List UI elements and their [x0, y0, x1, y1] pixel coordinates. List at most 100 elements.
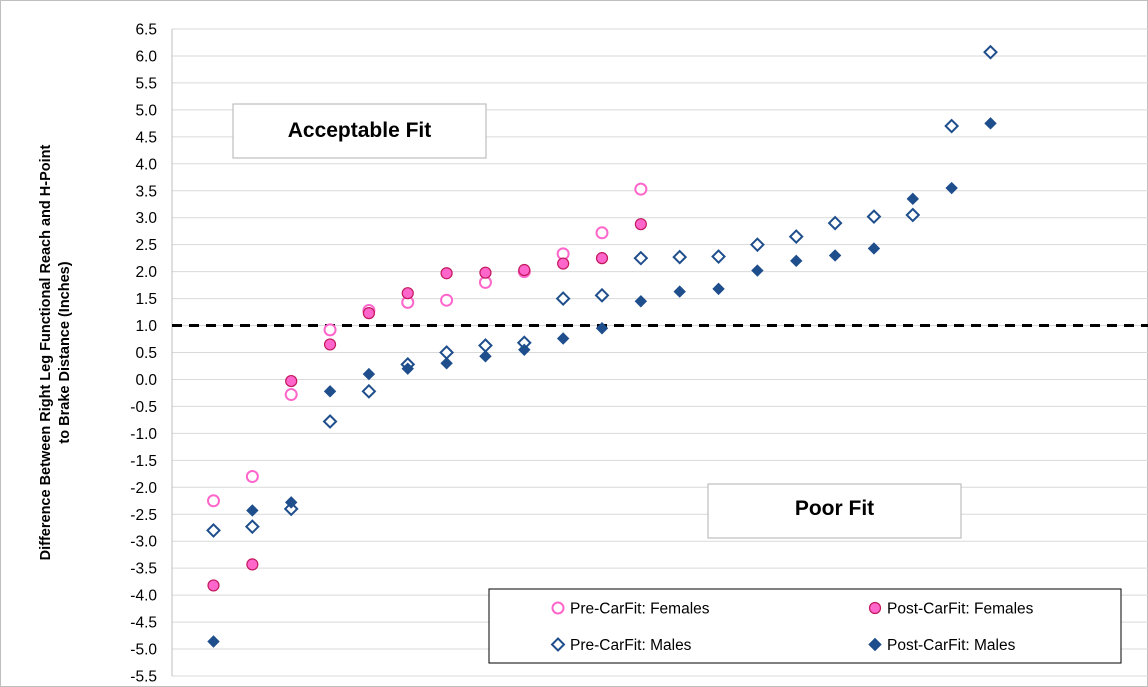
data-point-post-males — [673, 285, 686, 298]
data-point-pre-females — [634, 182, 648, 196]
y-tick-label: -2.0 — [130, 480, 157, 497]
data-point-pre-males — [555, 291, 571, 306]
data-point-pre-males — [361, 383, 377, 399]
data-point-post-males — [440, 357, 453, 370]
data-point-post-males — [867, 242, 881, 255]
y-tick-label: -2.5 — [130, 507, 157, 524]
data-point-post-females — [362, 307, 375, 320]
legend-item-pre-males: Pre-CarFit: Males — [550, 637, 692, 654]
data-point-post-males — [790, 254, 803, 268]
y-tick-label: 6.5 — [135, 22, 157, 39]
data-point-pre-males — [866, 209, 882, 225]
y-tick-label: 2.5 — [135, 237, 157, 254]
data-point-pre-males — [749, 237, 765, 253]
data-point-pre-males — [206, 523, 221, 538]
y-tick-label: -3.0 — [130, 534, 157, 551]
data-point-post-males — [284, 496, 298, 509]
y-tick-label: 0.5 — [135, 345, 157, 362]
data-point-post-males — [207, 635, 220, 648]
y-tick-label: -5.5 — [130, 669, 157, 686]
y-tick-label: 3.5 — [135, 183, 157, 200]
acceptable-fit-box: Acceptable Fit — [232, 103, 487, 159]
data-point-pre-males — [788, 229, 804, 244]
data-point-post-males — [984, 117, 997, 130]
data-point-post-females — [285, 374, 298, 388]
series-filled-diamond — [207, 117, 997, 648]
data-points — [206, 44, 998, 648]
y-tick-label: -1.0 — [130, 426, 157, 443]
y-tick-label: -3.5 — [130, 561, 157, 578]
data-point-pre-males — [983, 44, 998, 60]
data-point-post-males — [518, 343, 531, 357]
legend: Pre-CarFit: Females Post-CarFit: Females… — [488, 588, 1122, 664]
legend-item-post-males: Post-CarFit: Males — [868, 637, 1016, 654]
y-tick-label: -4.0 — [130, 588, 157, 605]
legend-marker-filled-circle — [868, 601, 882, 615]
legend-item-post-females: Post-CarFit: Females — [868, 601, 1034, 618]
data-point-post-males — [401, 362, 414, 375]
y-tick-label: 4.5 — [135, 129, 157, 146]
y-tick-label: 5.5 — [135, 75, 157, 92]
data-point-post-males — [479, 350, 492, 363]
y-tick-label: 1.0 — [135, 318, 157, 335]
y-axis-label-line1: Difference Between Right Leg Functional … — [38, 144, 54, 560]
data-point-post-females — [401, 287, 414, 300]
data-point-post-females — [440, 267, 453, 280]
data-point-pre-females — [323, 323, 337, 337]
y-tick-label: -0.5 — [130, 399, 157, 416]
series-filled-circle — [207, 218, 647, 592]
data-point-pre-males — [594, 287, 610, 303]
y-tick-label: -5.0 — [130, 642, 157, 659]
data-point-post-females — [246, 558, 259, 571]
data-point-post-males — [634, 295, 648, 308]
poor-fit-label: Poor Fit — [795, 497, 874, 520]
legend-marker-open-diamond — [550, 637, 566, 652]
data-point-pre-females — [440, 293, 454, 307]
data-point-pre-females — [207, 494, 220, 508]
acceptable-fit-label: Acceptable Fit — [288, 119, 432, 142]
data-point-post-females — [557, 257, 570, 270]
legend-label-pre-males: Pre-CarFit: Males — [570, 637, 692, 654]
data-point-pre-females — [245, 470, 259, 484]
data-point-post-males — [906, 192, 920, 206]
data-point-pre-males — [244, 519, 260, 535]
legend-box — [488, 588, 1122, 664]
data-point-post-males — [945, 181, 958, 195]
y-tick-label: 2.0 — [135, 264, 157, 281]
data-point-post-females — [634, 218, 647, 231]
data-point-post-females — [323, 338, 337, 351]
data-point-pre-males — [633, 250, 649, 266]
legend-label-pre-females: Pre-CarFit: Females — [570, 601, 710, 618]
y-tick-label: 4.0 — [135, 156, 157, 173]
data-point-pre-females — [595, 226, 609, 240]
data-point-post-males — [595, 322, 609, 335]
legend-marker-filled-diamond — [868, 637, 882, 652]
y-tick-label: 0.0 — [135, 372, 157, 389]
legend-marker-open-circle — [551, 601, 565, 615]
y-tick-label: -1.5 — [130, 453, 157, 470]
y-tick-label: 1.5 — [135, 291, 157, 308]
y-tick-label: 6.0 — [135, 48, 157, 65]
data-point-post-females — [479, 266, 492, 279]
data-point-pre-males — [944, 118, 960, 134]
data-point-pre-males — [711, 249, 726, 264]
y-tick-label: 5.0 — [135, 102, 157, 119]
legend-label-post-females: Post-CarFit: Females — [887, 601, 1034, 618]
y-tick-label: 3.0 — [135, 210, 157, 227]
data-point-pre-males — [827, 215, 843, 231]
data-point-post-females — [207, 579, 220, 592]
legend-label-post-males: Post-CarFit: Males — [887, 637, 1016, 654]
data-point-post-males — [323, 385, 337, 398]
data-point-pre-males — [672, 249, 688, 265]
data-point-post-males — [751, 264, 764, 277]
data-point-post-males — [246, 504, 259, 517]
data-point-post-males — [556, 332, 570, 345]
data-point-pre-males — [905, 207, 921, 223]
data-point-post-males — [712, 282, 725, 296]
y-tick-labels: 6.5 6.0 5.5 5.0 4.5 4.0 3.5 3.0 2.5 2.0 1.5 1.0 0.5 0… — [130, 22, 157, 686]
data-point-post-males — [828, 249, 842, 262]
data-point-pre-males — [322, 414, 338, 429]
